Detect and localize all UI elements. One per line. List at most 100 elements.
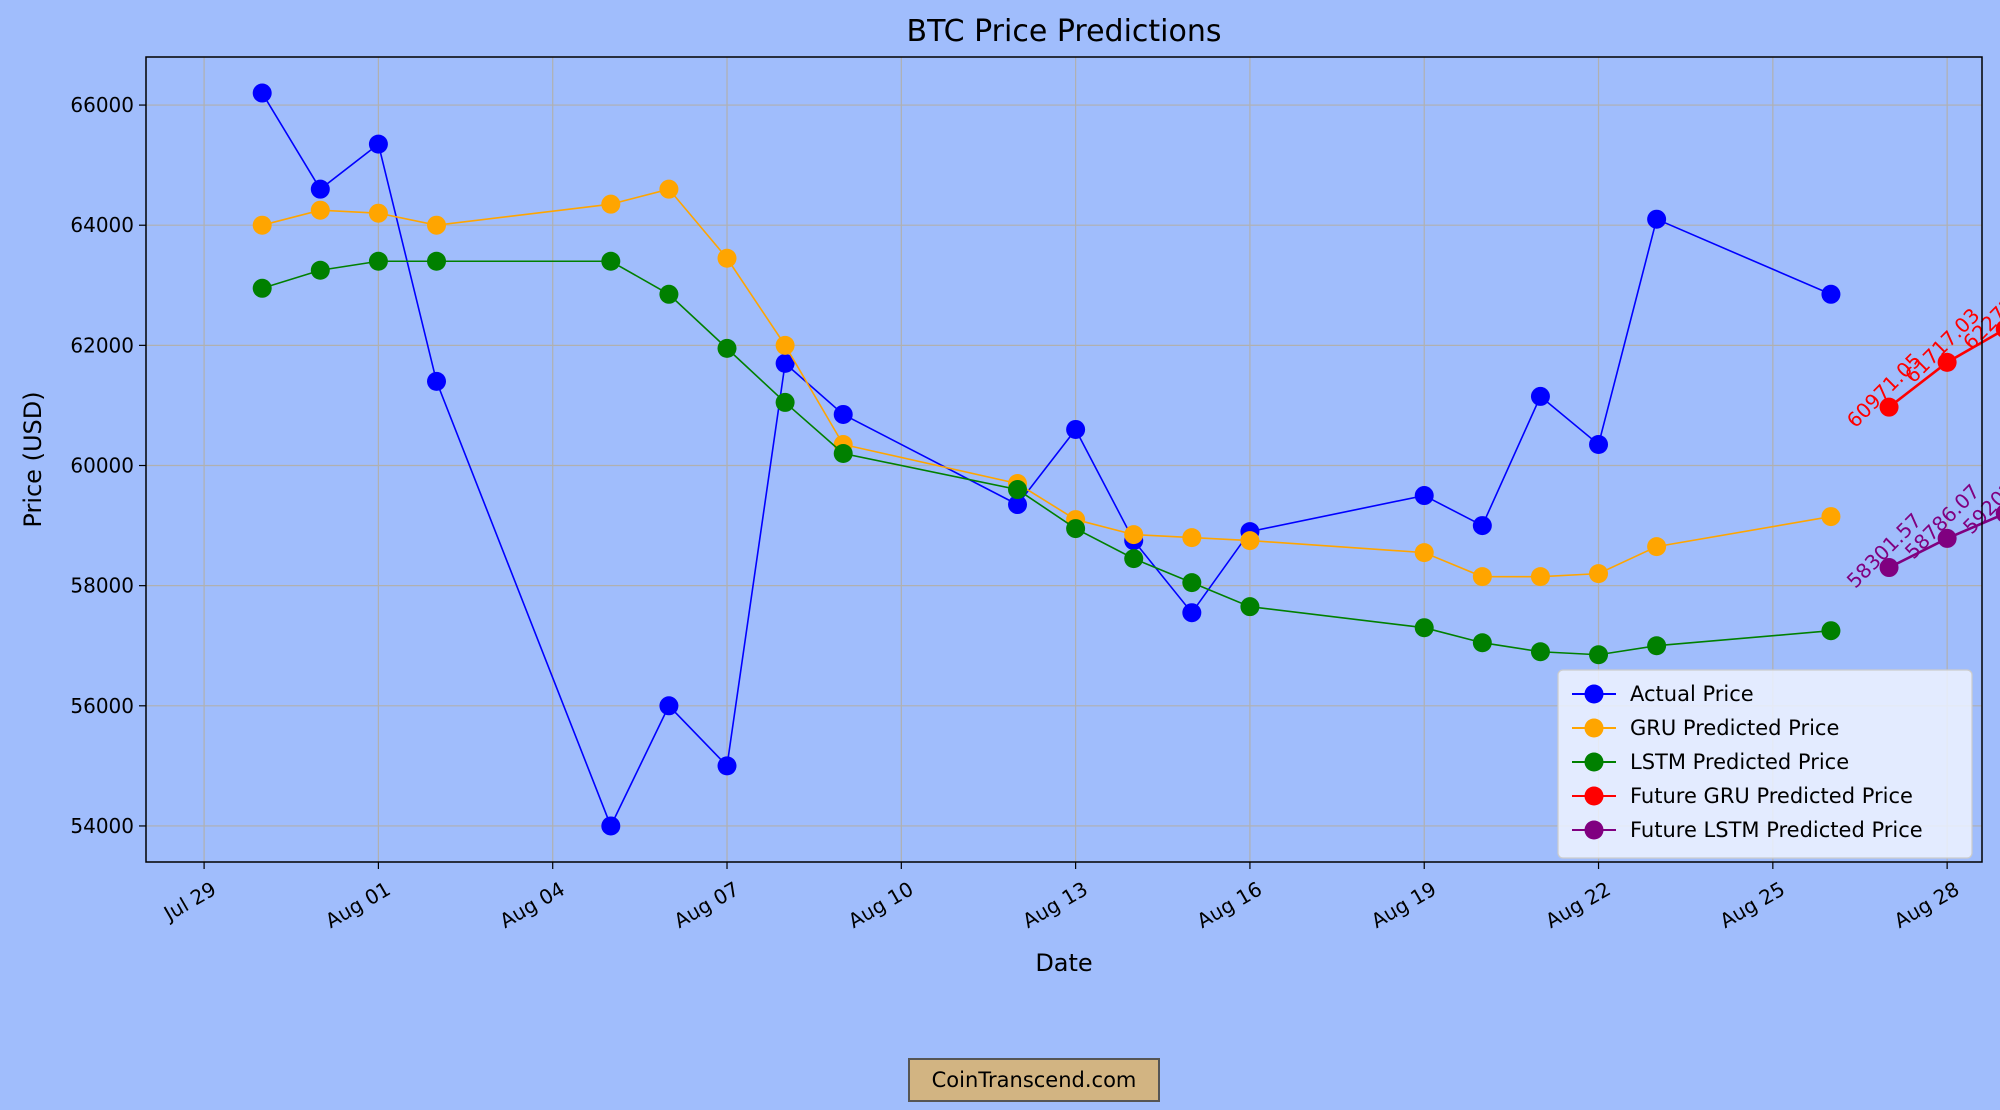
data-point — [1879, 558, 1899, 578]
y-tick-label: 56000 — [70, 694, 134, 718]
data-point — [1821, 507, 1841, 527]
data-point — [1647, 537, 1667, 557]
data-point — [1240, 597, 1260, 617]
data-point — [252, 278, 272, 298]
data-point — [717, 338, 737, 358]
data-point — [1182, 603, 1202, 623]
data-point — [1008, 480, 1028, 500]
data-point — [775, 353, 795, 373]
data-point — [1937, 352, 1957, 372]
data-point — [659, 696, 679, 716]
legend-item: Actual Price — [1572, 682, 1754, 706]
data-point — [252, 83, 272, 103]
data-point — [252, 215, 272, 235]
data-point — [1647, 636, 1667, 656]
legend-item: GRU Predicted Price — [1572, 716, 1839, 740]
data-point — [1066, 519, 1086, 539]
series-future-gru-predicted-price — [1879, 321, 2000, 417]
data-point — [717, 756, 737, 776]
data-point — [1937, 528, 1957, 548]
series-line — [261, 260, 1832, 656]
y-tick-label: 60000 — [70, 454, 134, 478]
data-point — [659, 179, 679, 199]
data-point — [1182, 573, 1202, 593]
data-point — [368, 203, 388, 223]
data-point — [1414, 486, 1434, 506]
data-point — [601, 251, 621, 271]
data-point — [775, 392, 795, 412]
legend-swatch-marker — [1584, 820, 1604, 840]
data-point — [1066, 419, 1086, 439]
data-point — [1472, 516, 1492, 536]
x-tick-label: Aug 04 — [495, 877, 568, 933]
data-point — [1821, 284, 1841, 304]
y-tick-label: 66000 — [70, 93, 134, 117]
legend-label: GRU Predicted Price — [1630, 716, 1839, 740]
data-point — [1530, 386, 1550, 406]
x-tick-label: Jul 29 — [158, 877, 220, 927]
x-tick-label: Aug 10 — [844, 877, 917, 933]
data-point — [1879, 397, 1899, 417]
data-point — [601, 194, 621, 214]
data-point — [1821, 621, 1841, 641]
data-point — [1472, 567, 1492, 587]
legend-item: LSTM Predicted Price — [1572, 750, 1849, 774]
y-tick-label: 62000 — [70, 333, 134, 357]
legend-label: Future GRU Predicted Price — [1630, 784, 1913, 808]
data-point — [427, 371, 447, 391]
x-tick-label: Aug 28 — [1890, 877, 1963, 933]
data-point — [601, 816, 621, 836]
data-point — [368, 134, 388, 154]
data-point — [1008, 495, 1028, 515]
x-tick-label: Aug 22 — [1541, 877, 1614, 933]
watermark-badge: CoinTranscend.com — [908, 1058, 1160, 1102]
data-point — [427, 215, 447, 235]
data-point — [427, 251, 447, 271]
data-point — [1124, 525, 1144, 545]
series-layer — [252, 83, 2000, 836]
y-axis-title: Price (USD) — [19, 391, 47, 527]
legend: Actual Price GRU Predicted Price LSTM Pred… — [1557, 669, 1973, 859]
data-point — [833, 404, 853, 424]
y-tick-label: 54000 — [70, 814, 134, 838]
data-point — [833, 443, 853, 463]
data-point — [310, 260, 330, 280]
x-tick-label: Aug 25 — [1716, 877, 1789, 933]
data-point — [1589, 564, 1609, 584]
data-point — [1414, 543, 1434, 563]
y-tick-label: 58000 — [70, 574, 134, 598]
data-point — [1647, 209, 1667, 229]
legend-item: Future LSTM Predicted Price — [1572, 818, 1923, 842]
series-future-lstm-predicted-price — [1879, 505, 2000, 578]
legend-item: Future GRU Predicted Price — [1572, 784, 1913, 808]
data-point — [1530, 642, 1550, 662]
data-point — [1530, 567, 1550, 587]
data-point — [1414, 618, 1434, 638]
chart-title: BTC Price Predictions — [906, 14, 1221, 49]
data-point — [1472, 633, 1492, 653]
data-point — [1995, 321, 2000, 337]
series-actual-price — [252, 83, 1841, 836]
data-point — [1589, 434, 1609, 454]
legend-swatch-marker — [1584, 752, 1604, 772]
legend-swatch-marker — [1584, 786, 1604, 806]
data-point — [775, 335, 795, 355]
data-point — [1589, 645, 1609, 665]
data-point — [1995, 505, 2000, 522]
legend-label: Actual Price — [1630, 682, 1754, 706]
data-point — [659, 284, 679, 304]
x-tick-label: Aug 07 — [670, 877, 743, 933]
x-tick-label: Aug 01 — [321, 877, 394, 933]
series-line — [261, 92, 1832, 828]
x-axis-title: Date — [1035, 949, 1092, 977]
series-lstm-predicted-price — [252, 251, 1841, 665]
data-point — [1240, 531, 1260, 551]
x-tick-label: Aug 13 — [1018, 877, 1091, 933]
y-tick-label: 64000 — [70, 213, 134, 237]
data-point — [717, 248, 737, 268]
plot-frame — [145, 56, 1983, 863]
data-point — [310, 200, 330, 220]
data-point — [368, 251, 388, 271]
